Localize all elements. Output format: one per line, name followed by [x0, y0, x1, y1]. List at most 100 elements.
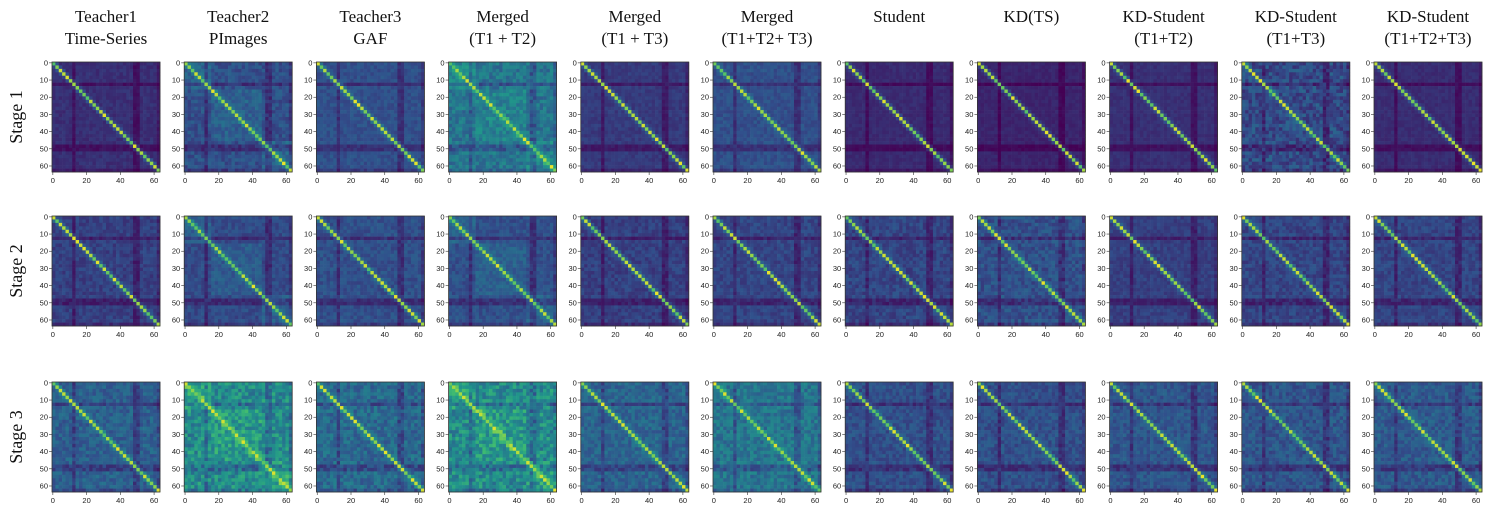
heatmap-cell: [258, 110, 262, 114]
heatmap-cell: [248, 141, 252, 145]
heatmap-cell: [594, 134, 598, 138]
heatmap-cell: [106, 127, 110, 131]
heatmap-cell: [642, 120, 646, 124]
heatmap-cell: [66, 86, 70, 90]
heatmap-cell: [55, 145, 59, 149]
heatmap-cell: [238, 103, 242, 107]
heatmap-cell: [255, 117, 259, 121]
heatmap-cell: [503, 165, 507, 169]
heatmap-cell: [635, 127, 639, 131]
heatmap-cell: [188, 155, 192, 159]
heatmap-cell: [140, 162, 144, 166]
heatmap-cell: [476, 110, 480, 114]
heatmap-cell: [357, 114, 361, 118]
heatmap-cell: [506, 107, 510, 111]
heatmap-cell: [638, 72, 642, 76]
heatmap-cell: [682, 62, 686, 66]
heatmap-cell: [679, 79, 683, 83]
heatmap-cell: [248, 138, 252, 142]
heatmap-cell: [69, 131, 73, 135]
heatmap-cell: [503, 79, 507, 83]
heatmap-cell: [218, 103, 222, 107]
heatmap-cell: [672, 79, 676, 83]
heatmap-cell: [658, 138, 662, 142]
heatmap-cell: [598, 124, 602, 128]
heatmap-cell: [543, 127, 547, 131]
heatmap-cell: [279, 79, 283, 83]
heatmap-cell: [360, 148, 364, 152]
heatmap-cell: [615, 145, 619, 149]
heatmap-cell: [258, 155, 262, 159]
heatmap-cell: [52, 103, 56, 107]
heatmap-cell: [675, 100, 679, 104]
heatmap-cell: [479, 155, 483, 159]
heatmap-cell: [106, 141, 110, 145]
heatmap-cell: [255, 79, 259, 83]
heatmap-cell: [130, 151, 134, 155]
heatmap-cell: [598, 62, 602, 66]
heatmap-cell: [109, 86, 113, 90]
heatmap-cell: [384, 138, 388, 142]
heatmap-cell: [76, 155, 80, 159]
heatmap-cell: [188, 90, 192, 94]
heatmap-cell: [550, 93, 554, 97]
heatmap-cell: [55, 76, 59, 80]
heatmap-cell: [519, 131, 523, 135]
heatmap-cell: [679, 110, 683, 114]
heatmap-cell: [394, 158, 398, 162]
heatmap-cell: [350, 148, 354, 152]
heatmap-cell: [258, 72, 262, 76]
heatmap-cell: [662, 127, 666, 131]
heatmap-cell: [255, 134, 259, 138]
heatmap-cell: [513, 96, 517, 100]
heatmap-cell: [126, 165, 130, 169]
heatmap-cell: [642, 83, 646, 87]
heatmap-cell: [320, 117, 324, 121]
heatmap-cell: [513, 79, 517, 83]
heatmap-cell: [76, 72, 80, 76]
heatmap-cell: [235, 65, 239, 69]
heatmap-cell: [89, 127, 93, 131]
heatmap-cell: [655, 103, 659, 107]
heatmap-cell: [252, 107, 256, 111]
heatmap-cell: [499, 69, 503, 73]
heatmap-cell: [642, 134, 646, 138]
heatmap-cell: [191, 114, 195, 118]
heatmap-cell: [533, 110, 537, 114]
heatmap-cell: [258, 107, 262, 111]
heatmap-cell: [526, 124, 530, 128]
heatmap-cell: [523, 155, 527, 159]
heatmap-cell: [496, 162, 500, 166]
heatmap-cell: [588, 96, 592, 100]
heatmap-cell: [347, 114, 351, 118]
heatmap-cell: [269, 69, 273, 73]
heatmap-cell: [581, 145, 585, 149]
heatmap-cell: [404, 65, 408, 69]
heatmap-cell: [546, 107, 550, 111]
heatmap-cell: [604, 79, 608, 83]
heatmap-cell: [530, 120, 534, 124]
heatmap-cell: [543, 141, 547, 145]
heatmap-cell: [408, 96, 412, 100]
heatmap-cell: [66, 72, 70, 76]
heatmap-cell: [533, 107, 537, 111]
heatmap-cell: [337, 151, 341, 155]
heatmap-cell: [82, 124, 86, 128]
heatmap-cell: [449, 90, 453, 94]
heatmap-cell: [621, 141, 625, 145]
heatmap-cell: [228, 165, 232, 169]
heatmap-cell: [255, 148, 259, 152]
heatmap-cell: [459, 103, 463, 107]
heatmap-cell: [269, 155, 273, 159]
heatmap-cell: [140, 103, 144, 107]
heatmap-cell: [658, 141, 662, 145]
heatmap-cell: [608, 114, 612, 118]
heatmap-cell: [262, 93, 266, 97]
heatmap-cell: [459, 79, 463, 83]
heatmap-cell: [452, 103, 456, 107]
heatmap-cell: [282, 120, 286, 124]
heatmap-cell: [62, 93, 66, 97]
heatmap-cell: [55, 134, 59, 138]
heatmap-cell: [455, 151, 459, 155]
heatmap-cell: [198, 124, 202, 128]
